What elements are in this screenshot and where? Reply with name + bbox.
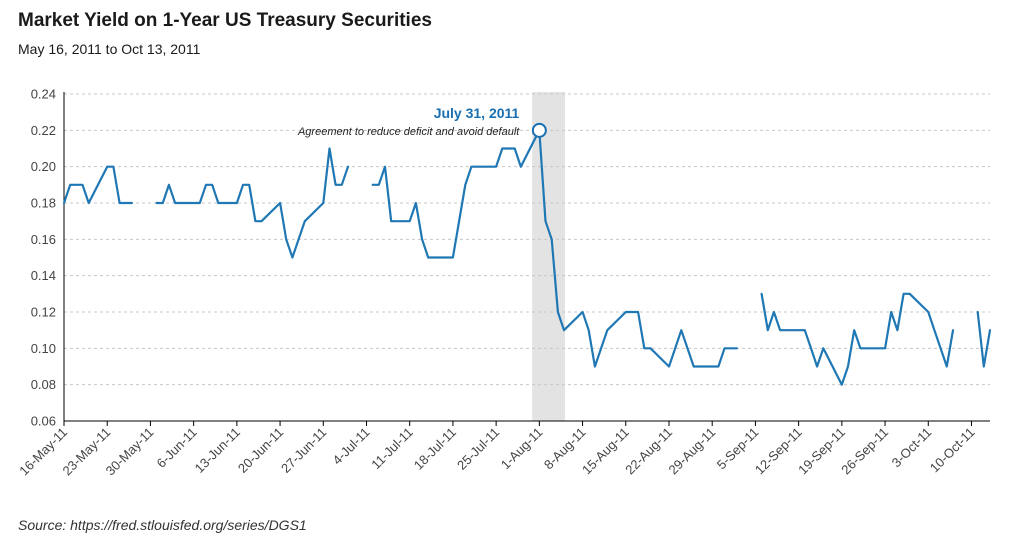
y-tick-label: 0.20	[31, 159, 56, 174]
y-tick-label: 0.14	[31, 268, 56, 283]
x-tick-label: 11-Jul-11	[368, 425, 416, 473]
highlight-band-layer	[532, 92, 566, 421]
y-tick-label: 0.06	[31, 414, 56, 429]
y-tick-label: 0.16	[31, 232, 56, 247]
y-tick-label: 0.08	[31, 377, 56, 392]
y-tick-label: 0.22	[31, 123, 56, 138]
y-tick-label: 0.12	[31, 305, 56, 320]
x-tick-label: 18-Jul-11	[411, 425, 459, 473]
series-line-segment	[371, 129, 739, 368]
source-note: Source: https://fred.stlouisfed.org/seri…	[18, 517, 307, 533]
chart-title: Market Yield on 1-Year US Treasury Secur…	[18, 10, 432, 31]
x-tick-labels: 16-May-1123-May-1130-May-116-Jun-1113-Ju…	[16, 425, 977, 479]
x-tick-label: 25-Jul-11	[454, 425, 502, 473]
chart-subtitle: May 16, 2011 to Oct 13, 2011	[18, 41, 201, 57]
x-tick-label: 1-Aug-11	[498, 425, 546, 473]
series-line-segment	[62, 165, 133, 205]
x-tick-label: 10-Oct-11	[927, 425, 978, 476]
y-tick-labels: 0.06 0.08 0.10 0.12 0.14 0.16 0.18 0.20 0.22 0.24	[31, 87, 56, 429]
annotation: July 31, 2011 Agreement to reduce deficit…	[297, 105, 547, 138]
x-tick-label: 26-Sep-11	[838, 425, 891, 478]
x-tick-label: 29-Aug-11	[665, 425, 718, 478]
x-tick-label: 13-Jun-11	[192, 425, 243, 476]
series-line-segment	[760, 292, 955, 386]
gridlines	[64, 93, 990, 386]
annotation-marker	[531, 122, 547, 138]
y-tick-label: 0.24	[31, 87, 56, 102]
axes	[63, 92, 990, 426]
annotation-title: July 31, 2011	[434, 105, 520, 121]
x-tick-label: 4-Jul-11	[329, 425, 372, 468]
series-lines	[62, 129, 992, 386]
series-line-segment	[155, 147, 350, 259]
x-tick-label: 20-Jun-11	[235, 425, 286, 476]
y-tick-label: 0.18	[31, 196, 56, 211]
highlight-band	[532, 92, 566, 421]
series-line-segment	[976, 310, 992, 368]
annotation-text: Agreement to reduce deficit and avoid de…	[297, 126, 520, 138]
y-tick-label: 0.10	[31, 341, 56, 356]
x-tick-label: 27-Jun-11	[278, 425, 329, 476]
